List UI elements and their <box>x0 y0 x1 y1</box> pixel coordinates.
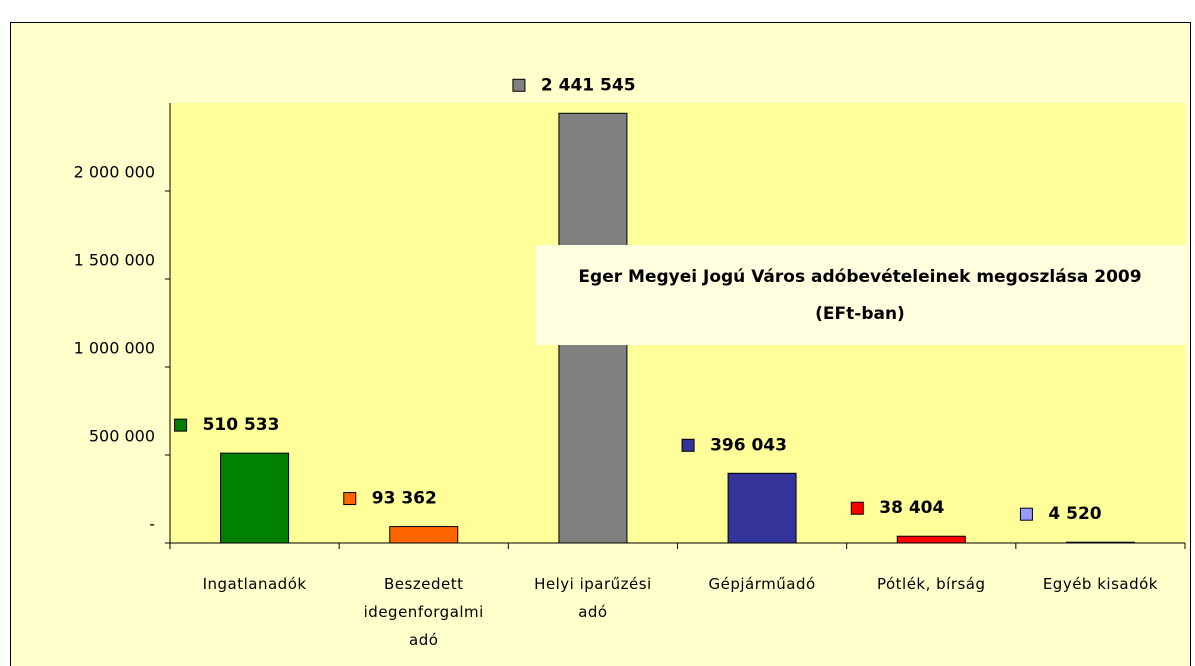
label-key <box>850 501 864 515</box>
data-label: 510 533 <box>203 415 280 435</box>
x-tick-label: Gépjárműadó <box>708 575 816 593</box>
data-label: 396 043 <box>710 435 787 455</box>
label-key <box>512 78 526 92</box>
y-tick-label: 2 000 000 <box>74 163 155 182</box>
label-key <box>343 492 357 506</box>
data-label: 2 441 545 <box>541 75 636 95</box>
label-key <box>681 438 695 452</box>
bar <box>389 526 459 544</box>
data-label: 38 404 <box>879 498 944 518</box>
label-key <box>174 418 188 432</box>
bar <box>220 452 290 544</box>
y-tick-label: 1 000 000 <box>74 339 155 358</box>
y-tick-label: 500 000 <box>89 427 155 446</box>
y-tick-label: 1 500 000 <box>74 251 155 270</box>
bar <box>1065 541 1135 544</box>
chart-title: Eger Megyei Jogú Város adóbevételeinek m… <box>535 245 1185 345</box>
data-label: 93 362 <box>372 489 437 509</box>
y-tick-label: - <box>149 515 155 534</box>
x-tick-label: Beszedett idegenforgalmi adó <box>363 575 484 649</box>
bar <box>896 535 966 544</box>
x-tick-label: Helyi iparűzési adó <box>534 575 652 621</box>
label-key <box>1019 507 1033 521</box>
x-tick-label: Ingatlanadók <box>202 575 307 593</box>
x-tick-label: Egyéb kisadók <box>1042 575 1158 593</box>
x-tick-label: Pótlék, bírság <box>876 575 986 593</box>
bar <box>727 472 797 544</box>
data-label: 4 520 <box>1048 504 1101 524</box>
